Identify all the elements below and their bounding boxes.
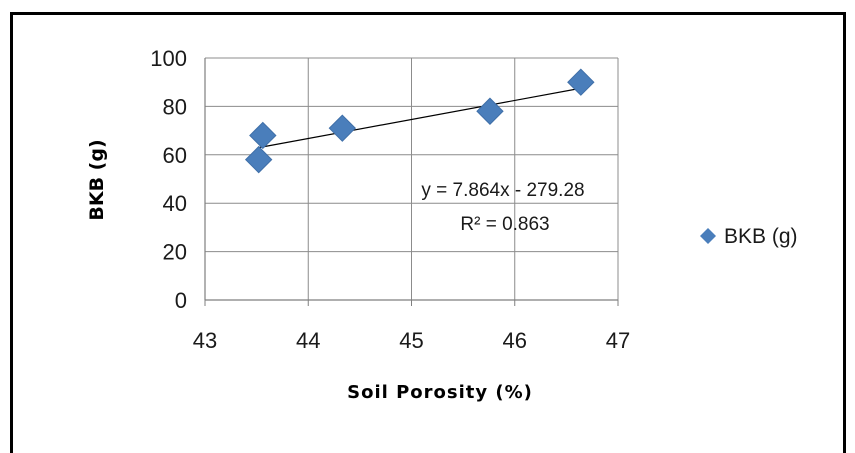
y-tick-labels: 0 20 40 60 80 100 <box>150 46 187 313</box>
legend-label: BKB (g) <box>724 225 798 248</box>
x-tick-labels: 43 44 45 46 47 <box>193 328 630 353</box>
trendline-r2: R² = 0.863 <box>460 214 549 235</box>
trendline-equation: y = 7.864x - 279.28 <box>421 180 584 201</box>
data-point-3 <box>476 97 504 125</box>
trendline <box>258 87 581 149</box>
x-tick-label-46: 46 <box>503 328 527 353</box>
y-axis-title: BKB (g) <box>86 139 108 220</box>
legend-marker-diamond-icon <box>700 228 716 244</box>
x-tick-label-44: 44 <box>296 328 320 353</box>
data-point-2 <box>328 114 357 142</box>
y-tick-label-80: 80 <box>163 94 187 119</box>
data-point-4 <box>567 68 595 96</box>
trendline-layer <box>258 87 581 149</box>
y-tick-label-40: 40 <box>163 191 187 216</box>
x-tick-label-47: 47 <box>606 328 630 353</box>
chart-frame <box>10 12 846 453</box>
y-tick-label-20: 20 <box>163 240 187 265</box>
grid-lines <box>205 57 619 300</box>
data-point-1 <box>249 121 277 150</box>
y-tick-label-60: 60 <box>163 143 187 168</box>
axes <box>204 58 619 306</box>
y-tick-label-0: 0 <box>175 288 187 313</box>
x-axis-title: Soil Porosity (%) <box>347 382 533 403</box>
x-tick-label-43: 43 <box>193 328 217 353</box>
legend: BKB (g) <box>700 225 798 248</box>
y-tick-label-100: 100 <box>150 46 187 71</box>
data-points <box>244 68 595 174</box>
x-tick-label-45: 45 <box>399 328 423 353</box>
data-point-0 <box>244 145 273 174</box>
